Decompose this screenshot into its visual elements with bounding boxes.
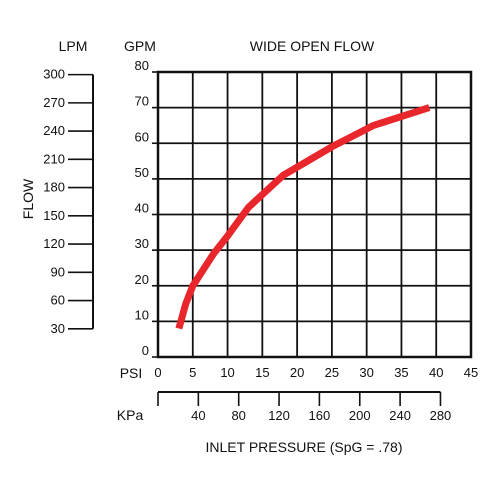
gpm-tick-label: 50 xyxy=(135,165,149,180)
kpa-axis-unit: KPa xyxy=(117,407,144,423)
gpm-tick-label: 10 xyxy=(135,307,149,322)
lpm-tick-label: 150 xyxy=(43,208,65,223)
kpa-tick-label: 280 xyxy=(430,408,452,423)
psi-tick-label: 15 xyxy=(255,365,269,380)
chart-title: WIDE OPEN FLOW xyxy=(250,38,375,54)
gpm-ticks: 0 10 20 30 40 50 60 70 80 xyxy=(135,58,158,358)
lpm-tick-label: 300 xyxy=(43,67,65,82)
lpm-tick-label: 270 xyxy=(43,95,65,110)
gpm-tick-label: 70 xyxy=(135,94,149,109)
lpm-tick-label: 30 xyxy=(51,321,65,336)
lpm-tick-label: 120 xyxy=(43,236,65,251)
y-axis-title: FLOW xyxy=(20,178,36,219)
lpm-tick-label: 210 xyxy=(43,151,65,166)
psi-axis-unit: PSI xyxy=(120,365,143,381)
psi-tick-label: 25 xyxy=(325,365,339,380)
lpm-tick-label: 240 xyxy=(43,123,65,138)
kpa-tick-label: 160 xyxy=(309,408,331,423)
kpa-tick-label: 200 xyxy=(349,408,371,423)
series-layer xyxy=(175,104,431,330)
psi-tick-label: 45 xyxy=(464,365,478,380)
psi-tick-labels: 0 5 10 15 20 25 30 35 40 45 xyxy=(154,365,478,380)
kpa-tick-label: 240 xyxy=(389,408,411,423)
kpa-axis: 40 80 120 160 200 240 280 xyxy=(157,391,452,423)
kpa-tick-label: 80 xyxy=(231,408,245,423)
psi-tick-label: 20 xyxy=(290,365,304,380)
kpa-tick-label: 40 xyxy=(191,408,205,423)
gpm-axis-unit: GPM xyxy=(124,38,156,54)
x-axis-title: INLET PRESSURE (SpG = .78) xyxy=(206,439,403,455)
gpm-tick-label: 60 xyxy=(135,129,149,144)
grid xyxy=(156,70,473,359)
psi-tick-label: 10 xyxy=(220,365,234,380)
lpm-tick-label: 180 xyxy=(43,180,65,195)
gpm-tick-label: 20 xyxy=(135,272,149,287)
lpm-tick-label: 90 xyxy=(51,264,65,279)
psi-tick-label: 40 xyxy=(429,365,443,380)
psi-tick-label: 0 xyxy=(154,365,161,380)
psi-tick-label: 30 xyxy=(359,365,373,380)
gpm-tick-label: 80 xyxy=(135,58,149,73)
lpm-axis: 30 60 90 120 150 180 210 240 270 300 xyxy=(43,67,94,336)
psi-tick-label: 35 xyxy=(394,365,408,380)
gpm-tick-label: 40 xyxy=(135,201,149,216)
gpm-tick-label: 0 xyxy=(142,343,149,358)
gpm-tick-label: 30 xyxy=(135,236,149,251)
lpm-tick-label: 60 xyxy=(51,293,65,308)
kpa-tick-label: 120 xyxy=(268,408,290,423)
lpm-axis-unit: LPM xyxy=(59,38,88,54)
flow-curve-line xyxy=(175,104,431,330)
psi-tick-label: 5 xyxy=(189,365,196,380)
